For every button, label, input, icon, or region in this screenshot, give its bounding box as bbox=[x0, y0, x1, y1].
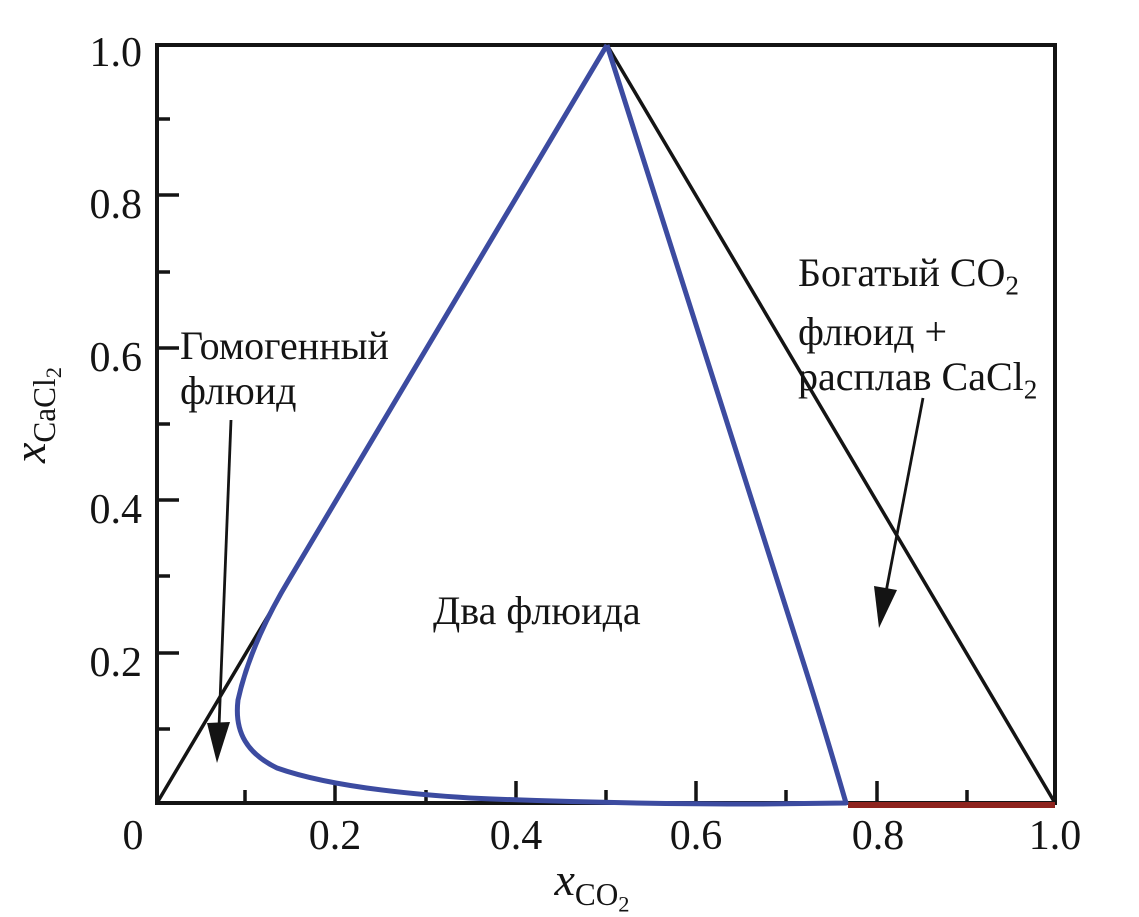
y-tick-label: 0.8 bbox=[89, 182, 143, 228]
annotation-co2-rich-line3-main: расплав CaCl bbox=[798, 353, 1024, 399]
binodal-curve bbox=[234, 43, 849, 807]
annotation-co2-rich-fluid: Богатый CO2 флюид + расплав CaCl2 bbox=[798, 250, 1037, 412]
y-axis-title-sub: CaCl bbox=[26, 378, 62, 443]
x-tick-label: 0.4 bbox=[489, 813, 543, 859]
x-tick-label: 0.8 bbox=[851, 813, 905, 859]
x-axis-title: xCO2 bbox=[554, 854, 629, 917]
annotation-co2-rich-line1-sub: 2 bbox=[1005, 270, 1020, 301]
annotation-homogeneous-fluid: Гомогенный флюид bbox=[180, 323, 389, 413]
x-axis-title-main: x bbox=[554, 854, 575, 905]
y-axis-title-main: x bbox=[3, 442, 55, 463]
y-tick-label: 0.2 bbox=[89, 640, 143, 686]
x-tick-label: 0.2 bbox=[308, 813, 362, 859]
annotation-co2-rich-line1: Богатый CO2 bbox=[798, 250, 1037, 309]
y-tick-label: 1.0 bbox=[89, 30, 143, 76]
x-tick-label: 0 bbox=[122, 813, 144, 859]
y-axis-title: xCaCl2 bbox=[4, 367, 80, 463]
homogeneous-fluid-arrowhead bbox=[207, 722, 230, 763]
annotation-co2-rich-line3-sub: 2 bbox=[1023, 374, 1038, 405]
annotation-co2-rich-line3: расплав CaCl2 bbox=[798, 354, 1037, 413]
annotation-two-fluids: Два флюида bbox=[433, 588, 641, 633]
co2-rich-arrow bbox=[874, 397, 925, 628]
x-axis-title-subsub: 2 bbox=[618, 891, 630, 917]
y-axis-title-subsub: 2 bbox=[41, 367, 67, 379]
annotation-co2-rich-line2: флюид + bbox=[798, 308, 948, 354]
annotation-co2-rich-line1-main: Богатый CO bbox=[798, 250, 1006, 295]
y-tick-label: 0.4 bbox=[89, 487, 143, 533]
annotation-homogeneous-fluid-line1: Гомогенный bbox=[180, 323, 389, 368]
annotation-homogeneous-fluid-line2: флюид bbox=[180, 368, 297, 413]
co2-rich-arrowhead bbox=[874, 586, 897, 628]
homogeneous-fluid-arrow bbox=[207, 419, 233, 763]
homogeneous-fluid-arrow-shaft bbox=[217, 419, 233, 728]
boundary-line-right bbox=[605, 44, 1057, 804]
plot-frame bbox=[155, 43, 1057, 805]
major-ticks bbox=[157, 193, 879, 803]
x-axis-title-sub: CO bbox=[574, 877, 619, 912]
y-tick-label: 0.6 bbox=[89, 335, 143, 381]
x-tick-label: 1.0 bbox=[1028, 813, 1082, 859]
x-tick-label: 0.6 bbox=[669, 813, 723, 859]
minor-ticks bbox=[157, 117, 969, 803]
co2-rich-arrow-shaft bbox=[884, 397, 925, 593]
